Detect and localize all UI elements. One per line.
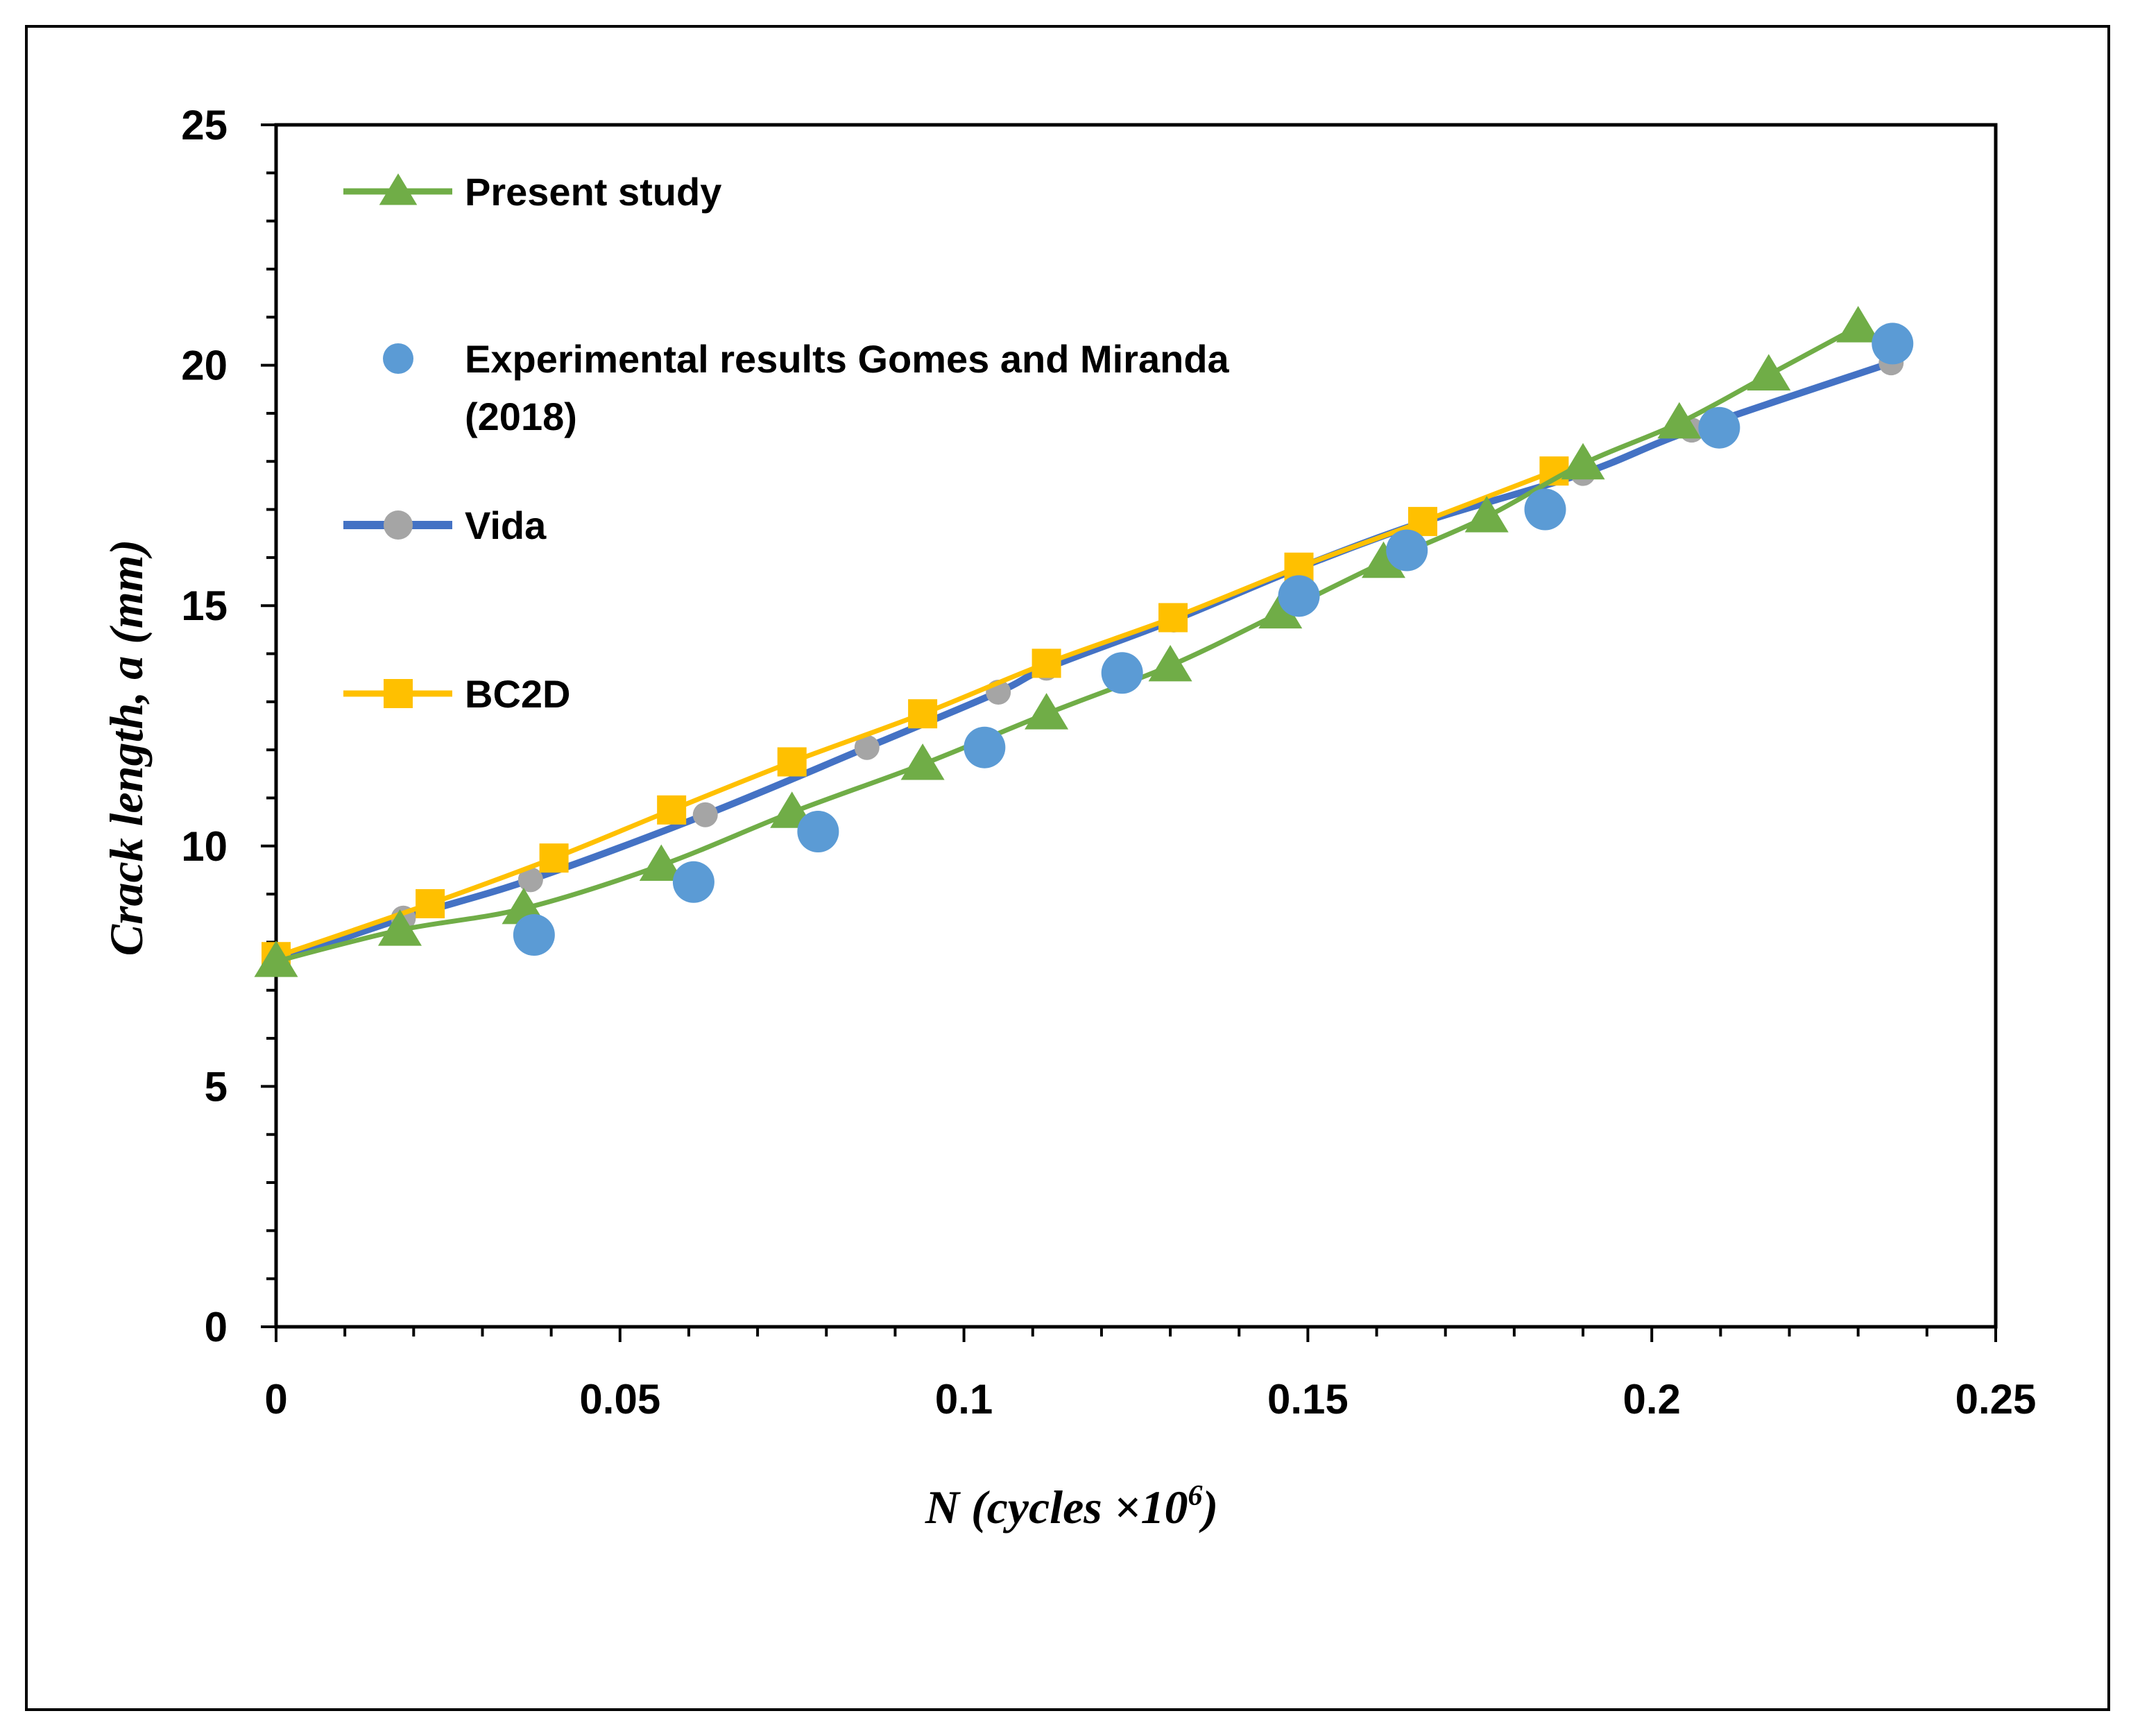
y-tick-label: 15 <box>181 583 228 629</box>
y-tick-label: 10 <box>181 823 228 870</box>
x-axis-title-main: N (cycles ×10 <box>925 1481 1188 1533</box>
series-vida <box>264 350 1904 974</box>
x-tick-label: 0.2 <box>1623 1376 1680 1423</box>
series-bc2d <box>262 456 1569 972</box>
x-tick-label: 0 <box>264 1376 287 1423</box>
data-point <box>1025 693 1069 730</box>
x-tick-label: 0.05 <box>579 1376 660 1423</box>
data-point <box>1101 652 1143 694</box>
series-layer <box>254 306 1914 977</box>
data-point <box>854 734 880 760</box>
data-point <box>1698 406 1740 449</box>
data-point <box>1278 575 1320 617</box>
legend-marker <box>384 679 413 708</box>
data-point <box>416 888 445 918</box>
data-point <box>797 811 839 853</box>
data-point <box>1361 541 1405 578</box>
y-tick-label: 5 <box>205 1063 228 1110</box>
data-point <box>1872 323 1914 365</box>
legend-label: Present study <box>465 170 721 214</box>
legend-marker <box>383 343 413 374</box>
data-point <box>1032 648 1061 678</box>
x-tick-label: 0.1 <box>935 1376 993 1423</box>
legend-item-bc2d: BC2D <box>343 672 570 716</box>
data-point <box>900 743 945 780</box>
axes <box>274 123 1998 1329</box>
data-point <box>908 699 938 729</box>
data-point <box>1148 644 1192 682</box>
data-point <box>1657 402 1702 439</box>
legend: Present study Experimental results Gomes … <box>343 170 1230 716</box>
legend-label: BC2D <box>465 672 570 716</box>
legend-label: Vida <box>465 504 547 547</box>
data-point <box>1524 488 1566 531</box>
data-point <box>1561 442 1605 480</box>
data-point <box>539 843 569 873</box>
tick-labels: 0 5 10 15 20 25 0 0.05 0.1 0.15 0.2 0.25 <box>181 102 2036 1423</box>
y-tick-label: 20 <box>181 343 228 389</box>
y-axis-title: Crack length, a (mm) <box>100 540 153 956</box>
data-point <box>639 844 683 882</box>
data-point <box>513 914 555 956</box>
data-point <box>657 795 687 825</box>
legend-item-vida: Vida <box>343 504 547 547</box>
legend-marker <box>384 510 413 540</box>
data-point <box>692 802 718 827</box>
legend-label: (2018) <box>465 395 577 438</box>
data-point <box>377 909 422 946</box>
x-tick-label: 0.15 <box>1267 1376 1349 1423</box>
data-point <box>964 726 1006 768</box>
ticks <box>261 123 1997 1342</box>
data-point <box>777 747 807 777</box>
legend-item-present-study: Present study <box>343 170 721 214</box>
data-point <box>672 861 714 903</box>
data-point <box>1464 495 1509 533</box>
x-axis-title: N (cycles ×106) <box>925 1480 1218 1533</box>
data-point <box>1747 354 1791 390</box>
data-point <box>517 867 543 893</box>
figure-frame <box>25 25 2110 1711</box>
plot-area-border <box>274 123 1998 1329</box>
data-point <box>1386 529 1428 571</box>
x-tick-label: 0.25 <box>1955 1376 2037 1423</box>
data-point <box>1836 306 1881 343</box>
legend-marker <box>379 173 418 205</box>
series-experimental-results-gomes-and-miranda-2018 <box>513 323 1914 956</box>
legend-item-experimental-results-gomes-and-miranda-2018: Experimental results Gomes and Miranda (2… <box>383 337 1230 438</box>
y-tick-label: 25 <box>181 102 228 148</box>
legend-label: Experimental results Gomes and Miranda <box>465 337 1230 381</box>
y-tick-label: 0 <box>205 1304 228 1350</box>
data-point <box>1258 592 1303 629</box>
data-point <box>254 940 298 977</box>
data-point <box>1158 603 1188 633</box>
x-axis-title-sup: 6 <box>1188 1480 1202 1512</box>
